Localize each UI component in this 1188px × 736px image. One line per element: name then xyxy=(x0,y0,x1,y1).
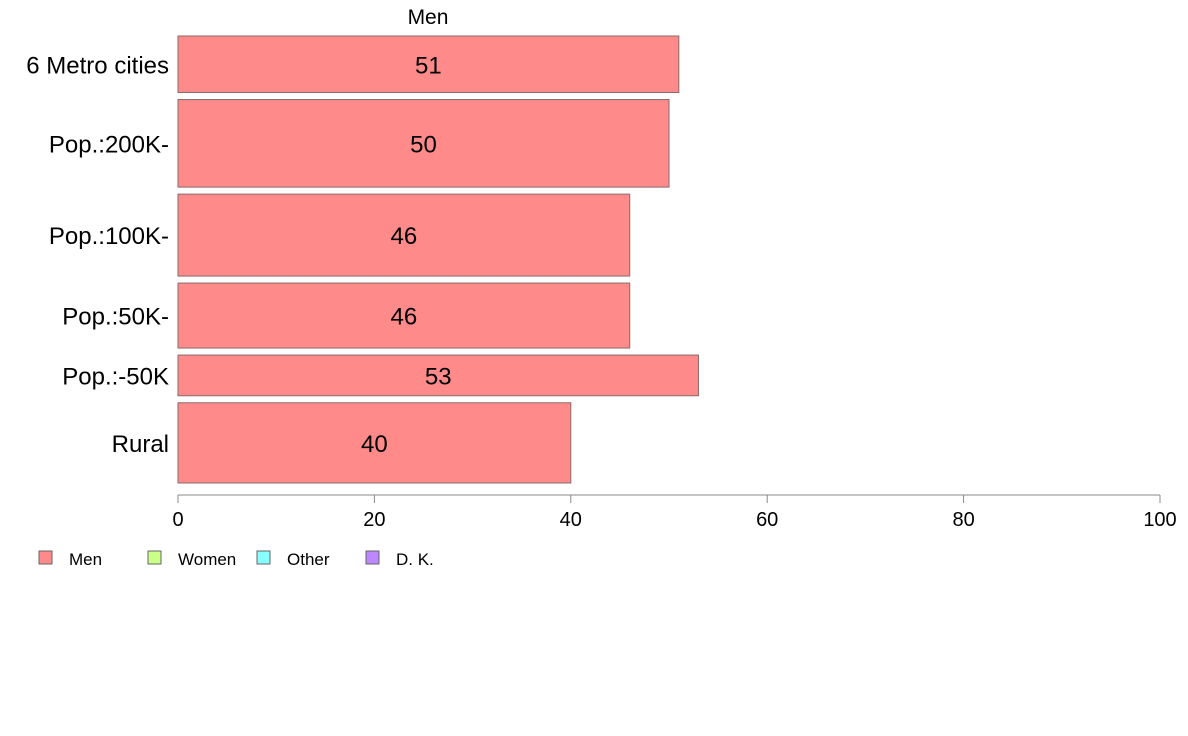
bar-value-label: 46 xyxy=(391,304,418,331)
x-tick-label: 80 xyxy=(952,509,974,531)
legend-swatch xyxy=(38,550,53,565)
legend-label: Women xyxy=(178,550,236,569)
bars-group: 51 6 Metro cities 50 Pop.:200K- 46 Pop.:100K-… xyxy=(26,35,699,484)
legend-label: Other xyxy=(287,550,330,569)
category-label: 6 Metro cities xyxy=(26,52,169,79)
legend-label: D. K. xyxy=(396,550,434,569)
bar xyxy=(177,402,572,484)
legend: Men Women Other D. K. xyxy=(38,550,434,569)
bar xyxy=(177,35,680,94)
legend-swatch xyxy=(147,550,162,565)
bar-value-label: 51 xyxy=(415,52,442,79)
bar-value-label: 50 xyxy=(410,131,437,158)
x-axis: 0 20 40 60 80 100 xyxy=(172,494,1177,531)
category-label: Pop.:-50K xyxy=(62,363,169,390)
chart-title: Men xyxy=(408,6,449,29)
category-label: Rural xyxy=(112,431,169,458)
x-tick-label: 20 xyxy=(363,509,385,531)
legend-swatch xyxy=(365,550,380,565)
x-tick-label: 0 xyxy=(172,509,183,531)
bar-value-label: 46 xyxy=(391,223,418,250)
category-label: Pop.:100K- xyxy=(49,223,169,250)
x-tick-label: 100 xyxy=(1143,509,1176,531)
category-label: Pop.:50K- xyxy=(62,304,169,331)
category-label: Pop.:200K- xyxy=(49,131,169,158)
bar xyxy=(177,193,631,277)
legend-swatch xyxy=(256,550,271,565)
x-tick-label: 60 xyxy=(756,509,778,531)
legend-label: Men xyxy=(69,550,102,569)
bar xyxy=(177,99,670,188)
bar xyxy=(177,354,699,397)
bar-value-label: 53 xyxy=(425,363,452,390)
bar xyxy=(177,282,631,349)
bar-value-label: 40 xyxy=(361,431,388,458)
x-tick-label: 40 xyxy=(560,509,582,531)
